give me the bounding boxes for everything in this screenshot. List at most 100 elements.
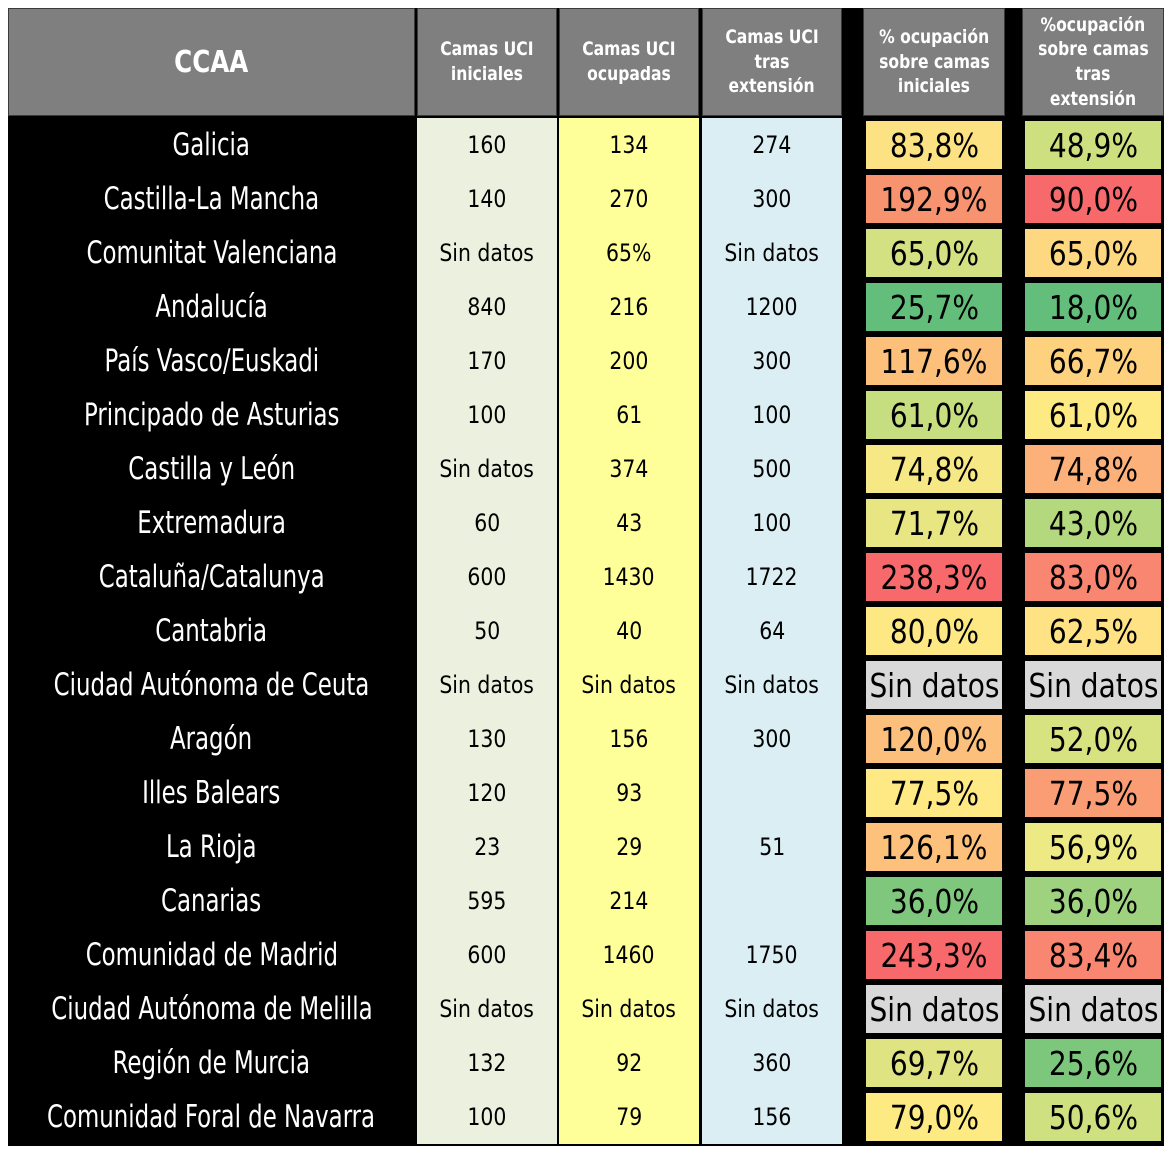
cell-value: 160 bbox=[467, 131, 507, 159]
cell-pct-ocupacion-extension: 61,0% bbox=[1024, 390, 1162, 440]
cell-value: 74,8% bbox=[889, 449, 979, 489]
cell-value: 300 bbox=[752, 347, 792, 375]
cell-value: 140 bbox=[467, 185, 507, 213]
cell-pct-ocupacion-iniciales: 61,0% bbox=[865, 390, 1003, 440]
cell-value: Sin datos bbox=[1027, 665, 1159, 705]
cell-ccaa: Ciudad Autónoma de Melilla bbox=[8, 982, 415, 1036]
cell-value: 66,7% bbox=[1048, 341, 1138, 381]
header-line: extensión bbox=[728, 75, 816, 98]
cell-value: 300 bbox=[752, 725, 792, 753]
cell-pct-ocupacion-iniciales: 120,0% bbox=[865, 714, 1003, 764]
cell-pct-ocupacion-extension: 25,6% bbox=[1024, 1038, 1162, 1088]
cell-pct-ocupacion-iniciales: 25,7% bbox=[865, 282, 1003, 332]
header-line: CCAA bbox=[174, 44, 249, 80]
cell-pct-ocupacion-extension: 18,0% bbox=[1024, 282, 1162, 332]
cell-ccaa: Extremadura bbox=[8, 496, 415, 550]
cell-value: 100 bbox=[467, 401, 507, 429]
cell-pct-ocupacion-iniciales: 126,1% bbox=[865, 822, 1003, 872]
cell-value: 156 bbox=[609, 725, 649, 753]
cell-camas-extension: 64 bbox=[702, 604, 842, 658]
cell-value: 83,0% bbox=[1048, 557, 1138, 597]
cell-value: Sin datos bbox=[868, 665, 1000, 705]
cell-pct-ocupacion-iniciales: 77,5% bbox=[865, 768, 1003, 818]
cell-pct-ocupacion-extension: 52,0% bbox=[1024, 714, 1162, 764]
cell-camas-extension: Sin datos bbox=[702, 226, 842, 280]
cell-value: 840 bbox=[467, 293, 507, 321]
header-camas-iniciales: Camas UCI iniciales bbox=[417, 8, 557, 116]
cell-value: 83,8% bbox=[889, 125, 979, 165]
cell-camas-ocupadas: 156 bbox=[559, 712, 699, 766]
cell-camas-ocupadas: 65% bbox=[559, 226, 699, 280]
cell-value: Cantabria bbox=[155, 613, 268, 649]
cell-camas-extension: 300 bbox=[702, 712, 842, 766]
cell-camas-extension: 1200 bbox=[702, 280, 842, 334]
cell-value: Comunitat Valenciana bbox=[86, 235, 337, 271]
cell-value: Canarias bbox=[161, 883, 262, 919]
cell-camas-extension bbox=[702, 874, 842, 928]
cell-value: 360 bbox=[752, 1049, 792, 1077]
header-pct-ocupacion-iniciales: % ocupación sobre camas iniciales bbox=[863, 8, 1005, 116]
cell-value: 1750 bbox=[746, 941, 798, 969]
cell-ccaa: Ciudad Autónoma de Ceuta bbox=[8, 658, 415, 712]
cell-camas-iniciales: 600 bbox=[417, 550, 557, 604]
cell-value: Sin datos bbox=[439, 239, 535, 267]
cell-value: 52,0% bbox=[1048, 719, 1138, 759]
cell-value: Sin datos bbox=[439, 995, 535, 1023]
cell-value: 79,0% bbox=[889, 1097, 979, 1137]
cell-value: Illes Balears bbox=[142, 775, 281, 811]
cell-camas-ocupadas: 1430 bbox=[559, 550, 699, 604]
cell-camas-iniciales: Sin datos bbox=[417, 442, 557, 496]
cell-camas-extension bbox=[702, 766, 842, 820]
cell-pct-ocupacion-extension: 74,8% bbox=[1024, 444, 1162, 494]
cell-ccaa: Illes Balears bbox=[8, 766, 415, 820]
cell-value: Ciudad Autónoma de Melilla bbox=[50, 991, 373, 1027]
cell-camas-extension: 500 bbox=[702, 442, 842, 496]
cell-value: 126,1% bbox=[880, 827, 988, 867]
cell-camas-ocupadas: 270 bbox=[559, 172, 699, 226]
cell-pct-ocupacion-extension: 83,0% bbox=[1024, 552, 1162, 602]
cell-value: 62,5% bbox=[1048, 611, 1138, 651]
cell-pct-ocupacion-iniciales: 71,7% bbox=[865, 498, 1003, 548]
cell-value: 18,0% bbox=[1048, 287, 1138, 327]
cell-ccaa: Andalucía bbox=[8, 280, 415, 334]
cell-value: 238,3% bbox=[880, 557, 988, 597]
cell-camas-iniciales: 840 bbox=[417, 280, 557, 334]
cell-value: 65% bbox=[606, 239, 652, 267]
cell-value: 134 bbox=[609, 131, 649, 159]
cell-pct-ocupacion-extension: 56,9% bbox=[1024, 822, 1162, 872]
cell-value: 100 bbox=[752, 401, 792, 429]
cell-value: 80,0% bbox=[889, 611, 979, 651]
cell-value: 117,6% bbox=[880, 341, 988, 381]
cell-value: 51 bbox=[759, 833, 785, 861]
cell-ccaa: Castilla y León bbox=[8, 442, 415, 496]
cell-ccaa: La Rioja bbox=[8, 820, 415, 874]
cell-value: 600 bbox=[467, 941, 507, 969]
header-line: tras extensión bbox=[1049, 63, 1137, 110]
cell-value: Sin datos bbox=[581, 671, 677, 699]
cell-value: Extremadura bbox=[137, 505, 286, 541]
cell-value: Cataluña/Catalunya bbox=[98, 559, 325, 595]
cell-value: 1460 bbox=[603, 941, 655, 969]
cell-value: Castilla-La Mancha bbox=[103, 181, 320, 217]
cell-camas-iniciales: 170 bbox=[417, 334, 557, 388]
cell-camas-extension: 300 bbox=[702, 334, 842, 388]
cell-value: 50 bbox=[474, 617, 500, 645]
cell-camas-ocupadas: 374 bbox=[559, 442, 699, 496]
cell-camas-extension: Sin datos bbox=[702, 982, 842, 1036]
cell-pct-ocupacion-iniciales: Sin datos bbox=[865, 984, 1003, 1034]
cell-value: 36,0% bbox=[1048, 881, 1138, 921]
cell-value: 48,9% bbox=[1048, 125, 1138, 165]
cell-camas-iniciales: 600 bbox=[417, 928, 557, 982]
header-line: %ocupación bbox=[1040, 13, 1146, 36]
cell-value: Principado de Asturias bbox=[83, 397, 340, 433]
cell-value: 100 bbox=[467, 1103, 507, 1131]
header-ccaa: CCAA bbox=[8, 8, 415, 116]
cell-value: 25,6% bbox=[1048, 1043, 1138, 1083]
cell-value: 65,0% bbox=[1048, 233, 1138, 273]
cell-ccaa: Cantabria bbox=[8, 604, 415, 658]
cell-camas-iniciales: 100 bbox=[417, 388, 557, 442]
cell-pct-ocupacion-extension: 77,5% bbox=[1024, 768, 1162, 818]
cell-ccaa: Aragón bbox=[8, 712, 415, 766]
cell-value: Aragón bbox=[170, 721, 253, 757]
cell-value: Región de Murcia bbox=[112, 1045, 311, 1081]
